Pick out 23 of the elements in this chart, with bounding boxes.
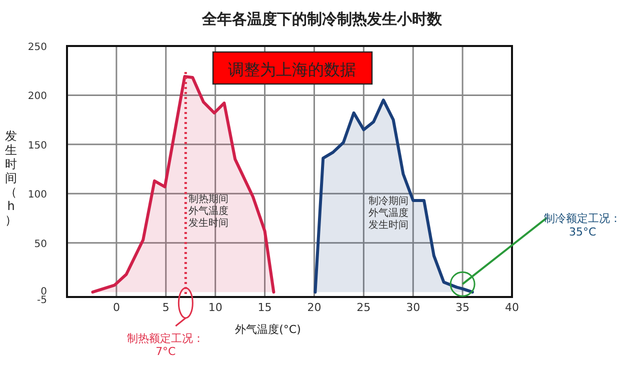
- x-tick-label: 15: [258, 301, 272, 314]
- y-axis-title: 发生时间（h）: [5, 129, 17, 227]
- annotation: 制冷额定工况： 35°C: [544, 212, 622, 238]
- x-tick-label: 20: [307, 301, 322, 314]
- x-tick-label: 35: [456, 301, 470, 314]
- x-tick-label: 40: [505, 301, 519, 314]
- y-tick-label: -5: [37, 294, 47, 306]
- x-tick-label: 30: [406, 301, 420, 314]
- annotation: 制热期间外气温度发生时间: [188, 193, 228, 229]
- x-tick-label: 25: [356, 301, 371, 314]
- y-tick-label: 250: [28, 42, 47, 53]
- y-tick-label: 100: [28, 190, 47, 201]
- annotation: 制冷期间外气温度发生时间: [368, 195, 408, 231]
- annotation: 调整为上海的数据: [228, 60, 356, 79]
- y-tick-label: 50: [34, 238, 47, 250]
- x-axis-title: 外气温度(°C): [235, 323, 301, 336]
- x-tick-label: 5: [162, 301, 170, 314]
- y-tick-label: 200: [28, 91, 47, 102]
- legend-label: 制热额定工况： 7°C: [127, 332, 204, 358]
- y-tick-label: 150: [28, 140, 47, 152]
- x-tick-label: 0: [112, 301, 120, 314]
- x-tick-label: 10: [208, 301, 222, 314]
- chart-title: 全年各温度下的制冷制热发生小时数: [201, 10, 443, 28]
